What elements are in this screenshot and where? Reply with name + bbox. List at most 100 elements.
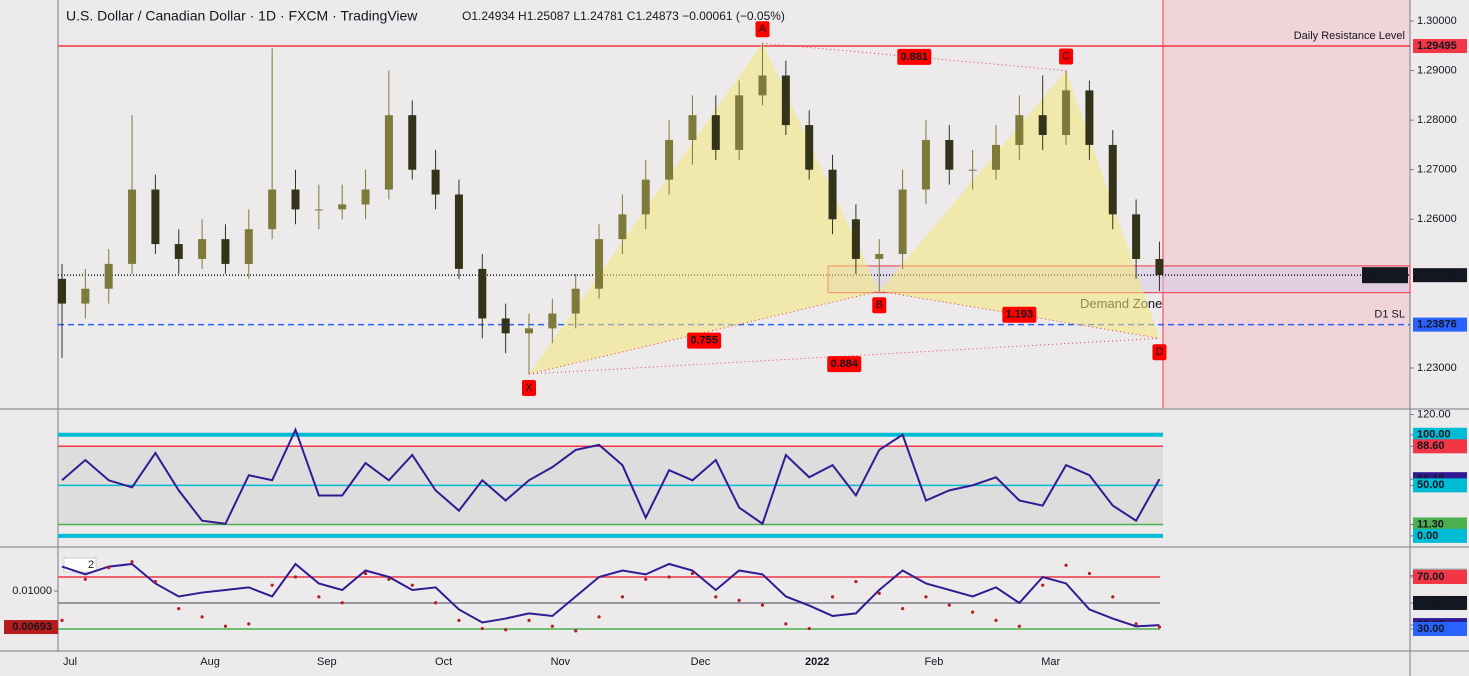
badge: 2 xyxy=(88,559,94,571)
candle-body xyxy=(711,115,720,150)
dot xyxy=(200,615,204,619)
dot xyxy=(177,607,181,611)
dot xyxy=(667,575,671,579)
point-label: B xyxy=(876,299,883,311)
candle-body xyxy=(408,115,417,170)
candle-body xyxy=(688,115,697,140)
ratio-label: 0.881 xyxy=(901,51,929,63)
candle-body xyxy=(851,219,860,259)
symbol-label: USDCAD xyxy=(1361,269,1408,281)
dot xyxy=(784,622,788,626)
dot xyxy=(410,583,414,587)
dot xyxy=(434,601,438,605)
y-tick-label: 1.27000 xyxy=(1417,164,1457,176)
x-tick-label: Aug xyxy=(200,656,220,668)
level-value-bg xyxy=(1413,39,1467,54)
candle-body xyxy=(104,263,113,289)
x-tick-label: Sep xyxy=(317,656,337,668)
candle-body xyxy=(314,209,323,211)
candle-body xyxy=(1155,258,1164,276)
symbol-bg xyxy=(1362,267,1408,284)
y-tick-label: 1.28000 xyxy=(1417,114,1457,126)
y-tick-label: 120.00 xyxy=(1417,408,1451,420)
candle-body xyxy=(571,288,580,314)
dot xyxy=(854,580,858,584)
candle-body xyxy=(921,139,930,190)
y-tick-label: 70.00 xyxy=(1417,571,1445,583)
red-zone xyxy=(1163,0,1410,408)
y-tick-label-bg xyxy=(1413,528,1467,543)
dot xyxy=(527,618,531,622)
chart-title: U.S. Dollar / Canadian Dollar · 1D · FXC… xyxy=(66,8,418,24)
candle-body xyxy=(641,179,650,215)
candle-body xyxy=(1132,214,1141,259)
candle-body xyxy=(548,313,557,329)
dot xyxy=(620,595,625,599)
dot xyxy=(1087,571,1091,576)
osc-line xyxy=(61,562,1160,628)
candle-body xyxy=(478,268,487,319)
x-tick-label: Nov xyxy=(551,656,571,668)
dot xyxy=(550,624,554,628)
dot xyxy=(83,577,87,581)
y-tick-label: 0.00 xyxy=(1417,530,1438,542)
ratio-label: 0.755 xyxy=(690,334,718,346)
candle-body xyxy=(805,125,814,170)
dot xyxy=(317,595,321,599)
candle-body xyxy=(735,95,744,150)
y-tick-label: 50.00 xyxy=(1417,479,1445,491)
osc-line xyxy=(61,427,1161,526)
ratio-label: 0.884 xyxy=(830,358,858,370)
ohlc: O1.24934 H1.25087 L1.24781 C1.24873 −0.0… xyxy=(462,9,785,23)
ratio-bg xyxy=(897,48,932,65)
y-tick-label-bg xyxy=(1413,439,1467,454)
x-tick-label: Mar xyxy=(1041,656,1060,668)
level-value: 1.23876 xyxy=(1417,319,1457,331)
candle-body xyxy=(361,189,370,205)
dot xyxy=(714,595,718,599)
point-label: D xyxy=(1155,346,1163,358)
candle-body xyxy=(221,239,230,264)
dot xyxy=(270,583,274,587)
candle-body xyxy=(758,75,767,96)
candle-body xyxy=(1038,115,1047,136)
dot xyxy=(153,580,157,584)
ratio-bg xyxy=(1002,306,1037,323)
candle-body xyxy=(968,169,977,171)
candle-body xyxy=(384,115,393,190)
x-tick-label: Jul xyxy=(63,656,77,668)
candle-body xyxy=(501,318,510,334)
candle-body xyxy=(1015,115,1024,145)
dot xyxy=(130,560,134,564)
point-label: C xyxy=(1062,50,1070,62)
point-bg xyxy=(872,297,887,314)
ratio-bg xyxy=(827,356,862,373)
candle-body xyxy=(454,194,463,269)
dot xyxy=(1041,583,1045,587)
dot xyxy=(901,607,905,611)
candle-body xyxy=(431,169,440,195)
candle-body xyxy=(781,75,790,126)
dot xyxy=(737,598,741,603)
y-tick-label-bg xyxy=(1413,427,1467,442)
candle-body xyxy=(665,139,674,180)
dot xyxy=(924,595,928,599)
y-tick-label: 1.29000 xyxy=(1417,64,1457,76)
dot xyxy=(994,618,998,622)
dot xyxy=(877,591,881,595)
dot xyxy=(807,626,811,631)
level-label: D1 SL xyxy=(1374,309,1405,321)
ratio-label: 1.193 xyxy=(1006,309,1034,321)
dot xyxy=(971,610,975,614)
candle-body xyxy=(1085,90,1094,145)
y2-tick-label: 0.00693 xyxy=(12,621,52,633)
point-bg xyxy=(755,21,770,38)
x-tick-label: Dec xyxy=(691,656,711,668)
candle-body xyxy=(992,144,1000,170)
candle-body xyxy=(291,189,300,210)
pattern-fill xyxy=(529,43,880,374)
point-label: A xyxy=(759,23,767,35)
y-tick-label: 88.60 xyxy=(1417,440,1445,452)
dot xyxy=(1134,622,1138,626)
